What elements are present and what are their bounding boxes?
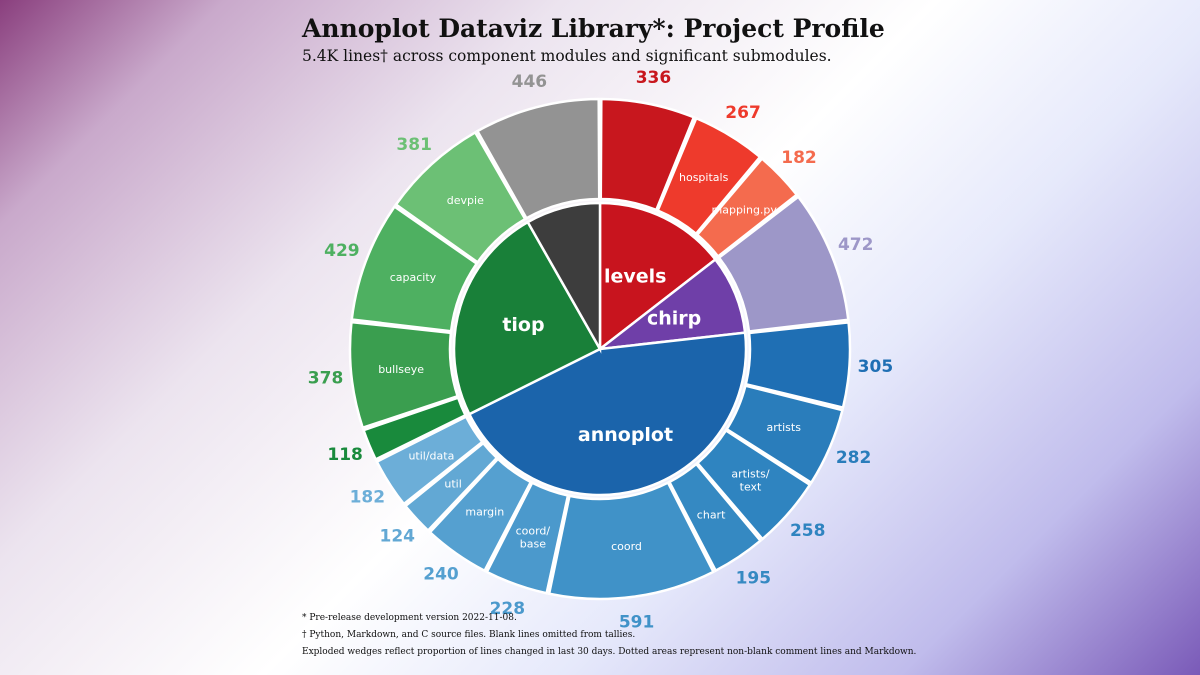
value-label-annoplot-chart: 195	[736, 568, 772, 588]
value-label-levels-0: 336	[636, 68, 672, 88]
segment-wedge-annoplot-util-data	[375, 414, 485, 506]
segment-label-annoplot-util: util	[444, 478, 461, 491]
segment-wedge-annoplot-artists-text	[695, 428, 812, 541]
segment-wedge-annoplot-artists	[725, 384, 844, 485]
module-wedge-levels	[598, 201, 718, 352]
segment-label-annoplot-util-data: util/data	[408, 450, 454, 463]
segment-label-tiop-capacity: capacity	[390, 271, 437, 284]
segment-label-annoplot-margin: margin	[465, 505, 504, 518]
footnotes: * Pre-release development version 2022-1…	[302, 610, 916, 661]
value-label-tiop-bullseye: 378	[308, 368, 344, 388]
segment-wedge-annoplot-coord	[547, 481, 716, 601]
sunburst-rings: levels 336 hospitals 267 mapping.py 182 chirp 4…	[308, 68, 893, 632]
segment-wedge-annoplot-chart	[667, 462, 763, 573]
value-label-annoplot-artists-text: 258	[790, 521, 826, 541]
value-label-chirp-0: 472	[838, 235, 874, 255]
value-label-annoplot-coord: 591	[619, 613, 655, 633]
segment-label-annoplot-coord-base: coord/base	[516, 524, 551, 550]
segment-wedge-annoplot-coord-base	[485, 481, 570, 595]
footnote-legend: Exploded wedges reflect proportion of li…	[302, 647, 917, 657]
segment-wedge-tiop-bullseye	[348, 320, 460, 430]
value-label-annoplot-margin: 240	[423, 565, 459, 585]
segment-label-levels-hospitals: hospitals	[679, 171, 729, 184]
module-wedge-tiop	[452, 220, 602, 416]
value-label-tiop-0: 118	[327, 445, 363, 465]
module-label-annoplot: annoplot	[578, 424, 673, 446]
value-label-unlabeled-4-0: 446	[512, 72, 548, 92]
module-label-levels: levels	[604, 266, 667, 288]
value-label-levels-hospitals: 267	[725, 103, 761, 123]
segment-wedge-chirp-0	[717, 195, 850, 333]
chart-title: Annoplot Dataviz Library*: Project Profi…	[302, 14, 885, 43]
segment-label-annoplot-artists: artists	[767, 421, 802, 434]
segment-label-levels-mapping-py: mapping.py	[712, 203, 778, 216]
segment-label-tiop-devpie: devpie	[447, 194, 484, 207]
segment-label-annoplot-chart: chart	[697, 508, 726, 521]
module-label-tiop: tiop	[502, 314, 544, 336]
module-wedge-unlabeled-4	[526, 201, 602, 354]
segment-wedge-levels-hospitals	[656, 116, 762, 236]
segment-wedge-tiop-capacity	[350, 204, 479, 333]
segment-wedge-annoplot-0	[744, 320, 852, 410]
value-label-annoplot-artists: 282	[836, 448, 872, 468]
module-wedge-annoplot	[467, 331, 748, 497]
segment-wedge-annoplot-margin	[428, 457, 533, 573]
value-label-annoplot-util: 124	[379, 526, 415, 546]
footnote-sources: † Python, Markdown, and C source files. …	[302, 630, 636, 640]
value-label-annoplot-coord-base: 228	[490, 599, 526, 619]
segment-wedge-unlabeled-4-0	[475, 97, 601, 220]
chart-subtitle: 5.4K lines† across component modules and…	[302, 47, 832, 65]
segment-label-tiop-bullseye: bullseye	[378, 363, 424, 376]
value-label-levels-mapping-py: 182	[781, 148, 817, 168]
value-label-annoplot-0: 305	[858, 357, 894, 377]
value-label-annoplot-util-data: 182	[350, 487, 386, 507]
segment-label-annoplot-coord: coord	[611, 540, 642, 553]
segment-label-annoplot-artists-text: artists/text	[731, 468, 769, 494]
module-label-chirp: chirp	[647, 307, 701, 329]
segment-wedge-levels-mapping-py	[695, 156, 799, 259]
segment-wedge-tiop-0	[361, 396, 468, 462]
footnote-release: * Pre-release development version 2022-1…	[302, 613, 517, 623]
segment-wedge-levels-0	[599, 97, 696, 212]
segment-wedge-annoplot-util	[403, 441, 499, 533]
value-label-tiop-capacity: 429	[324, 241, 360, 261]
value-label-tiop-devpie: 381	[396, 135, 432, 155]
segment-wedge-tiop-devpie	[394, 130, 527, 265]
